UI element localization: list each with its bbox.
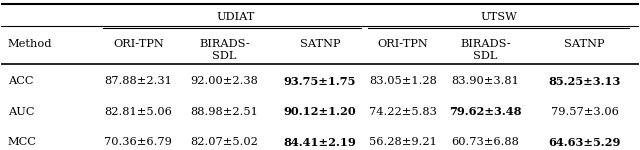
- Text: MCC: MCC: [8, 137, 36, 147]
- Text: 70.36±6.79: 70.36±6.79: [104, 137, 172, 147]
- Text: 85.25±3.13: 85.25±3.13: [548, 76, 621, 87]
- Text: 83.90±3.81: 83.90±3.81: [452, 76, 520, 86]
- Text: 88.98±2.51: 88.98±2.51: [191, 107, 259, 117]
- Text: SATNP: SATNP: [300, 39, 340, 49]
- Text: ORI-TPN: ORI-TPN: [378, 39, 428, 49]
- Text: BIRADS-
SDL: BIRADS- SDL: [199, 39, 250, 61]
- Text: 87.88±2.31: 87.88±2.31: [104, 76, 172, 86]
- Text: 74.22±5.83: 74.22±5.83: [369, 107, 436, 117]
- Text: 56.28±9.21: 56.28±9.21: [369, 137, 436, 147]
- Text: ORI-TPN: ORI-TPN: [113, 39, 164, 49]
- Text: 60.73±6.88: 60.73±6.88: [452, 137, 520, 147]
- Text: 92.00±2.38: 92.00±2.38: [191, 76, 259, 86]
- Text: 83.05±1.28: 83.05±1.28: [369, 76, 436, 86]
- Text: 79.62±3.48: 79.62±3.48: [449, 106, 522, 117]
- Text: 90.12±1.20: 90.12±1.20: [284, 106, 356, 117]
- Text: SATNP: SATNP: [564, 39, 605, 49]
- Text: 82.81±5.06: 82.81±5.06: [104, 107, 172, 117]
- Text: 64.63±5.29: 64.63±5.29: [548, 137, 621, 148]
- Text: 79.57±3.06: 79.57±3.06: [550, 107, 618, 117]
- Text: UDIAT: UDIAT: [216, 12, 255, 22]
- Text: AUC: AUC: [8, 107, 35, 117]
- Text: BIRADS-
SDL: BIRADS- SDL: [460, 39, 511, 61]
- Text: UTSW: UTSW: [480, 12, 517, 22]
- Text: 93.75±1.75: 93.75±1.75: [284, 76, 356, 87]
- Text: 82.07±5.02: 82.07±5.02: [191, 137, 259, 147]
- Text: 84.41±2.19: 84.41±2.19: [284, 137, 356, 148]
- Text: Method: Method: [8, 39, 52, 49]
- Text: ACC: ACC: [8, 76, 33, 86]
